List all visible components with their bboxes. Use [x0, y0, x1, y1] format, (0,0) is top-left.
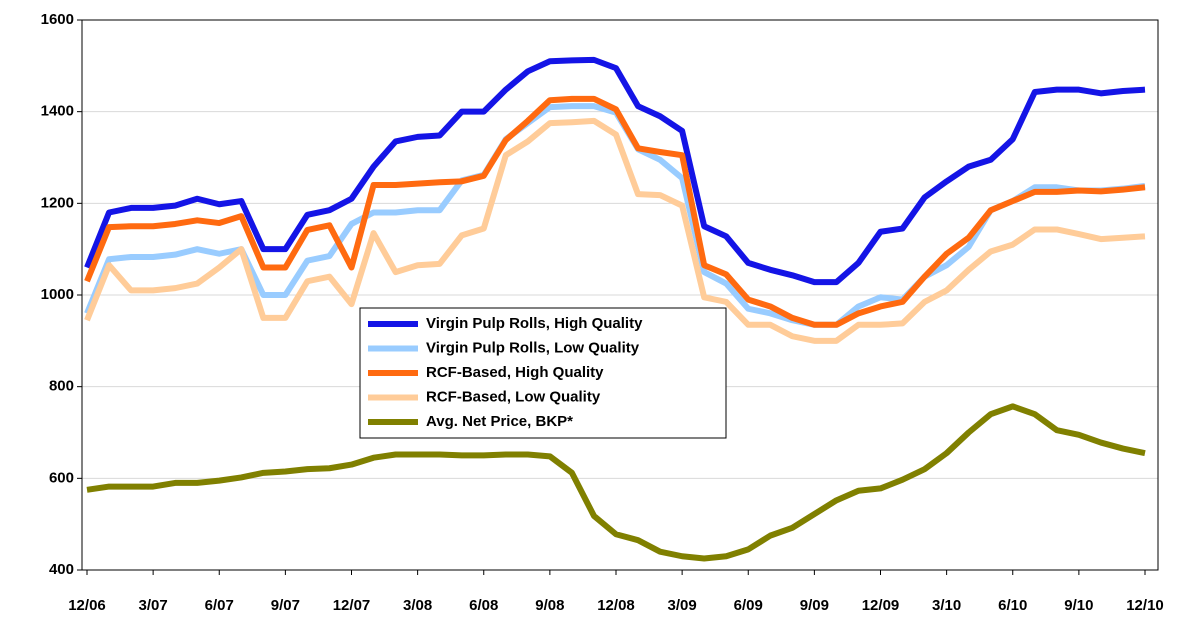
y-tick-label: 1200: [41, 194, 74, 211]
legend-box: [359, 307, 727, 439]
x-tick-label: 12/06: [68, 597, 106, 614]
x-tick-label: 3/08: [403, 597, 432, 614]
x-tick-label: 6/10: [998, 597, 1027, 614]
x-tick-label: 6/09: [734, 597, 763, 614]
line-series: [84, 117, 1146, 344]
y-tick-label: 1000: [41, 286, 74, 303]
y-tick-label: 400: [49, 561, 74, 578]
y-tick-label: 800: [49, 378, 74, 395]
x-tick-label: 3/09: [668, 597, 697, 614]
x-tick-label: 6/07: [205, 597, 234, 614]
legend-label: Virgin Pulp Rolls, High Quality: [426, 315, 643, 332]
line-series: [84, 56, 1146, 286]
y-tick-label: 1600: [41, 11, 74, 28]
x-tick-label: 9/10: [1064, 597, 1093, 614]
x-tick-label: 3/07: [139, 597, 168, 614]
x-tick-label: 6/08: [469, 597, 498, 614]
legend-label: RCF-Based, Low Quality: [426, 388, 601, 405]
x-tick-label: 12/10: [1126, 597, 1164, 614]
legend-label: Virgin Pulp Rolls, Low Quality: [426, 339, 640, 356]
x-tick-label: 12/07: [333, 597, 371, 614]
x-tick-label: 12/09: [862, 597, 900, 614]
x-tick-label: 12/08: [597, 597, 635, 614]
legend-label: RCF-Based, High Quality: [426, 364, 604, 381]
line-series: [84, 95, 1146, 328]
x-tick-label: 9/09: [800, 597, 829, 614]
y-tick-label: 1400: [41, 103, 74, 120]
legend: Virgin Pulp Rolls, High Quality Virgin Pu…: [359, 307, 727, 439]
y-tick-label: 600: [49, 469, 74, 486]
x-tick-label: 9/08: [535, 597, 564, 614]
x-tick-label: 3/10: [932, 597, 961, 614]
line-series: [86, 403, 1146, 562]
x-tick-label: 9/07: [271, 597, 300, 614]
plot-frame: [81, 19, 1159, 571]
legend-label: Avg. Net Price, BKP*: [426, 413, 573, 430]
